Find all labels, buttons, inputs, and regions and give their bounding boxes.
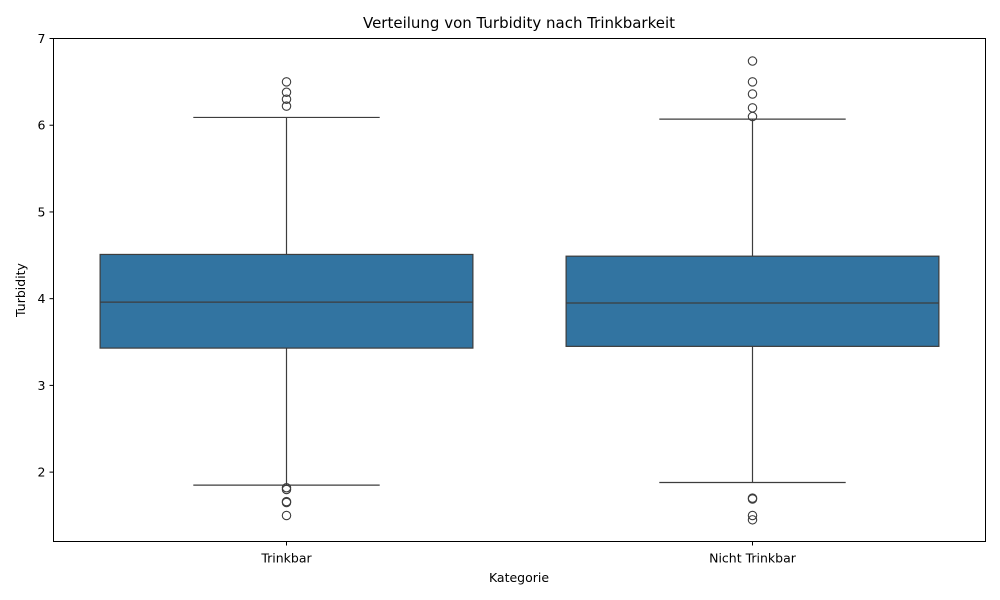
- plot-frame: [53, 38, 986, 542]
- box-iqr: [99, 253, 474, 349]
- box-iqr: [565, 255, 940, 347]
- outlier-point: [747, 56, 758, 66]
- outlier-point: [281, 94, 292, 104]
- outlier-point: [747, 89, 758, 99]
- outlier-point: [281, 101, 292, 111]
- y-axis: 2 3 4 5 6 7: [38, 31, 54, 480]
- outlier-point: [747, 510, 758, 521]
- outlier-point: [747, 103, 758, 113]
- outlier-point: [281, 87, 292, 98]
- outlier-point: [281, 510, 292, 521]
- x-tick-label: Nicht Trinkbar: [709, 551, 797, 566]
- plot-area: [99, 56, 940, 525]
- y-axis-label: Turbidity: [13, 262, 28, 318]
- outlier-point: [747, 515, 758, 525]
- box-group: [99, 77, 474, 521]
- x-axis-label: Kategorie: [489, 570, 549, 585]
- x-axis: Trinkbar Nicht Trinkbar: [260, 541, 797, 566]
- x-tick-label: Trinkbar: [260, 551, 312, 566]
- outlier-point: [281, 77, 292, 87]
- y-tick-label: 3: [38, 378, 46, 393]
- outlier-point: [747, 111, 758, 122]
- chart-title: Verteilung von Turbidity nach Trinkbarke…: [363, 14, 675, 32]
- outlier-point: [281, 497, 292, 508]
- outlier-point: [747, 494, 758, 504]
- y-tick-label: 4: [38, 291, 46, 306]
- y-tick-label: 5: [38, 204, 46, 219]
- box-group: [565, 56, 940, 525]
- y-tick-label: 2: [38, 465, 46, 480]
- outlier-point: [747, 77, 758, 87]
- y-tick-label: 7: [38, 31, 46, 46]
- outlier-point: [281, 484, 292, 495]
- y-tick-label: 6: [38, 118, 46, 133]
